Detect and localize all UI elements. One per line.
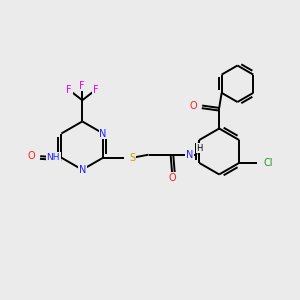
Text: N: N (186, 150, 193, 160)
Text: NH: NH (46, 153, 60, 162)
Text: Cl: Cl (264, 158, 273, 168)
Text: F: F (93, 85, 98, 95)
Text: F: F (66, 85, 72, 95)
Text: H: H (196, 144, 203, 153)
Text: O: O (27, 151, 35, 161)
Text: O: O (189, 100, 197, 110)
Text: S: S (129, 153, 135, 163)
Text: N: N (79, 165, 86, 175)
Text: F: F (80, 80, 85, 91)
Text: O: O (168, 173, 176, 183)
Text: N: N (100, 128, 107, 139)
